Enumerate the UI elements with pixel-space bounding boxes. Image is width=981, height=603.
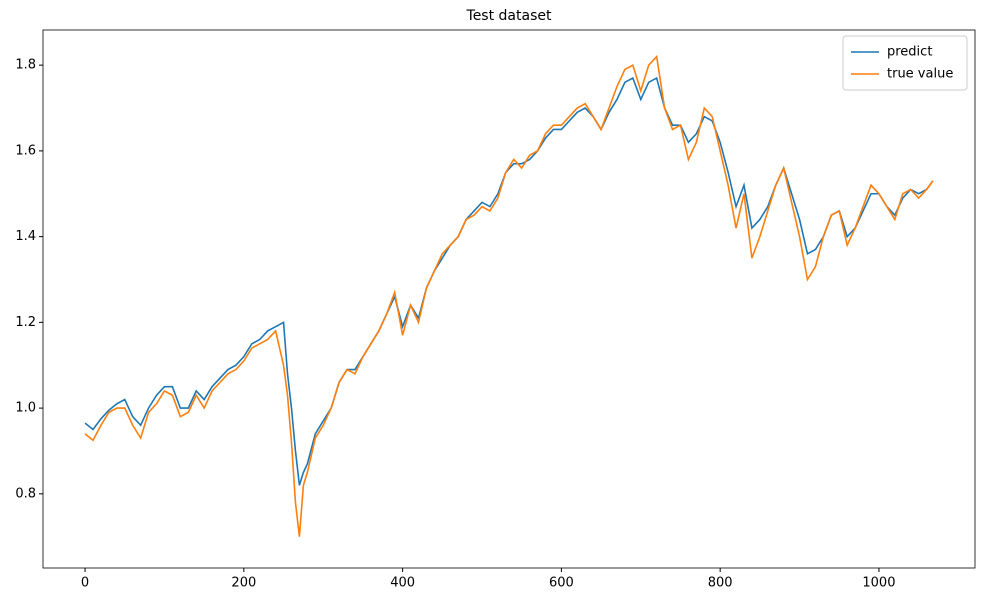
- x-tick-label: 400: [390, 576, 415, 591]
- chart-title: Test dataset: [466, 8, 552, 24]
- y-tick-label: 0.8: [15, 486, 36, 501]
- y-tick-label: 1.8: [15, 58, 36, 73]
- line-series: [84, 54, 934, 537]
- x-tick-label: 600: [549, 576, 574, 591]
- legend-box: [842, 35, 968, 91]
- y-tick-label: 1.6: [15, 143, 36, 158]
- legend-label: true value: [887, 67, 953, 82]
- y-tick-label: 1.2: [15, 315, 36, 330]
- x-tick-label: 200: [231, 576, 256, 591]
- legend-label: predict: [887, 45, 932, 60]
- x-tick-label: 1000: [862, 576, 895, 591]
- y-tick-label: 1.0: [15, 401, 36, 416]
- line-series: [84, 76, 934, 486]
- axes-frame: [42, 29, 976, 569]
- x-tick-label: 0: [81, 576, 89, 591]
- y-tick-label: 1.4: [15, 229, 36, 244]
- x-tick-label: 800: [708, 576, 733, 591]
